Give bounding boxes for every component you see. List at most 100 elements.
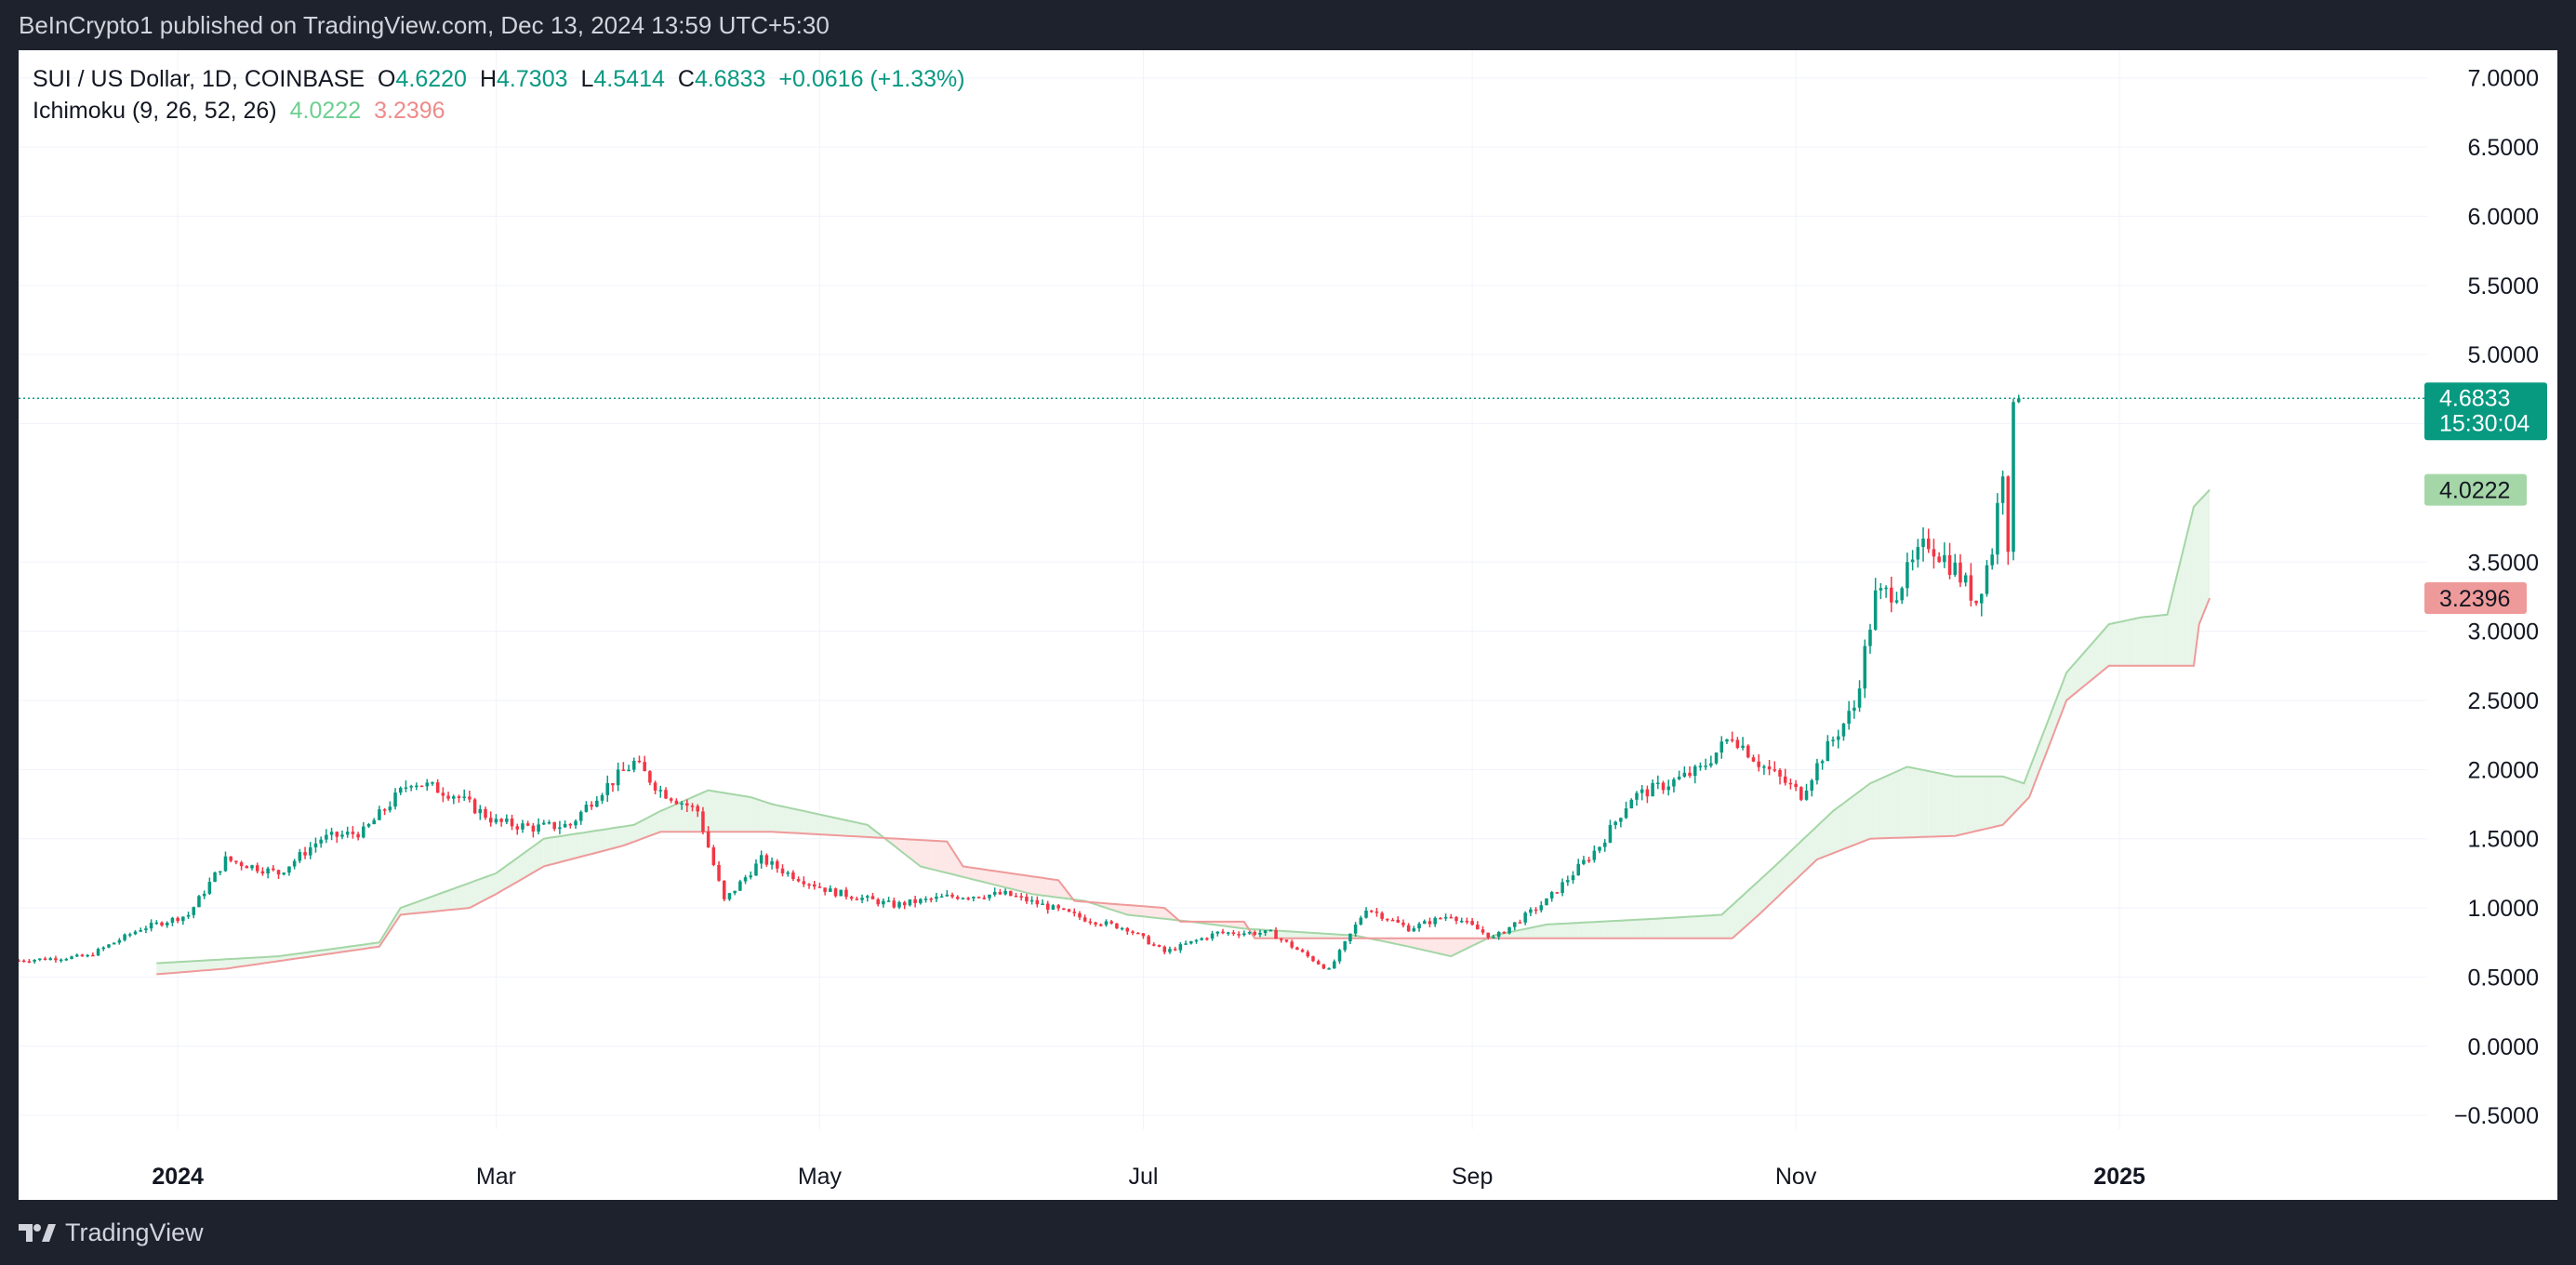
cloud-segment: [596, 830, 603, 853]
cloud-segment: [1031, 876, 1038, 895]
candle-body: [1831, 739, 1835, 741]
cloud-segment: [1641, 919, 1648, 939]
cloud-segment: [1721, 910, 1727, 939]
cloud-segment: [172, 962, 179, 974]
cloud-segment: [241, 958, 247, 967]
candle-body: [1173, 949, 1177, 951]
cloud-segment: [1525, 927, 1531, 939]
cloud-segment: [162, 962, 167, 974]
cloud-segment: [724, 792, 730, 832]
cloud-segment: [1636, 919, 1642, 939]
cloud-segment: [692, 794, 698, 832]
candle-body: [1231, 932, 1236, 935]
symbol-label[interactable]: SUI / US Dollar, 1D, COINBASE: [33, 66, 365, 92]
cloud-segment: [1971, 776, 1977, 832]
price-chart[interactable]: 7.00006.50006.00005.50005.00004.50003.50…: [19, 50, 2557, 1200]
candle-body: [446, 795, 450, 799]
candle-body: [584, 805, 589, 812]
candle-body: [313, 843, 318, 847]
candle-body: [1184, 943, 1188, 945]
cloud-segment: [2198, 495, 2205, 625]
cloud-segment: [2151, 615, 2158, 666]
candle-body: [627, 769, 631, 772]
cloud-segment: [1747, 886, 1754, 925]
open-label: O: [378, 66, 396, 92]
candle-body: [849, 897, 854, 899]
candle-body: [600, 794, 604, 801]
cloud-segment: [682, 799, 687, 832]
candle-body: [796, 879, 801, 882]
candle-body: [1295, 947, 1299, 951]
candle-body: [366, 824, 371, 827]
cloud-segment: [1891, 771, 1897, 838]
candle-body: [207, 882, 212, 894]
candle-body: [1799, 787, 1803, 800]
cloud-segment: [792, 808, 799, 833]
cloud-segment: [729, 793, 736, 832]
cloud-segment: [1573, 923, 1579, 939]
candle-body: [404, 787, 408, 790]
cloud-segment: [2071, 660, 2078, 697]
candle-body: [1348, 933, 1352, 941]
cloud-segment: [1827, 810, 1834, 856]
x-tick-label: Sep: [1452, 1164, 1493, 1190]
candle-body: [112, 942, 116, 945]
cloud-segment: [686, 797, 693, 832]
cloud-segment: [2124, 619, 2131, 666]
candle-body: [1135, 932, 1140, 935]
candle-body: [664, 790, 668, 799]
candle-body: [1237, 934, 1241, 936]
candle-body: [1454, 917, 1458, 921]
cloud-segment: [570, 833, 577, 859]
y-tick-label: 1.5000: [2468, 827, 2539, 853]
cloud-segment: [1706, 915, 1711, 939]
cloud-segment: [1000, 872, 1006, 888]
cloud-segment: [947, 841, 953, 874]
candle-body: [1857, 688, 1862, 708]
cloud-segment: [2130, 618, 2136, 666]
candle-body: [329, 832, 334, 835]
cloud-segment: [225, 959, 232, 969]
candle-body: [335, 832, 339, 837]
cloud-segment: [1944, 774, 1950, 837]
cloud-segment: [1164, 908, 1170, 920]
candle-body: [362, 826, 365, 838]
candle-body: [643, 762, 646, 772]
candle-body: [80, 954, 85, 957]
cloud-segment: [1037, 877, 1043, 896]
candle-body: [611, 782, 615, 786]
chart-panel[interactable]: 7.00006.50006.00005.50005.00004.50003.50…: [19, 50, 2557, 1200]
candle-body: [1773, 769, 1777, 771]
candle-body: [786, 872, 790, 874]
tradingview-brand[interactable]: TradingView: [19, 1218, 204, 1247]
cloud-segment: [1653, 918, 1658, 939]
candle-body: [123, 934, 126, 940]
candle-body: [1221, 931, 1225, 934]
candle-body: [202, 893, 206, 897]
candle-body: [923, 899, 928, 900]
cloud-segment: [496, 869, 502, 895]
indicator-label[interactable]: Ichimoku (9, 26, 52, 26): [33, 98, 277, 124]
candle-body: [998, 891, 1003, 895]
legend-indicator-row: Ichimoku (9, 26, 52, 26) 4.0222 3.2396: [33, 95, 965, 126]
candle-body: [1560, 882, 1564, 894]
candle-body: [239, 862, 244, 867]
candle-body: [590, 805, 593, 807]
candle-body: [1486, 932, 1491, 939]
candle-body: [1746, 745, 1750, 758]
candle-body: [1921, 539, 1925, 548]
candle-body: [552, 821, 556, 830]
candle-body: [1916, 547, 1920, 560]
candle-body: [1215, 931, 1220, 934]
x-tick-label: 2025: [2093, 1164, 2145, 1190]
cloud-segment: [1323, 933, 1330, 939]
cloud-segment: [421, 898, 428, 913]
cloud-segment: [1530, 926, 1536, 939]
cloud-segment: [708, 790, 714, 832]
cloud-segment: [607, 828, 613, 850]
candle-body: [955, 897, 960, 899]
cloud-segment: [1880, 776, 1887, 839]
candle-body: [282, 872, 286, 875]
candle-body: [1507, 926, 1511, 934]
candle-body: [133, 931, 138, 935]
